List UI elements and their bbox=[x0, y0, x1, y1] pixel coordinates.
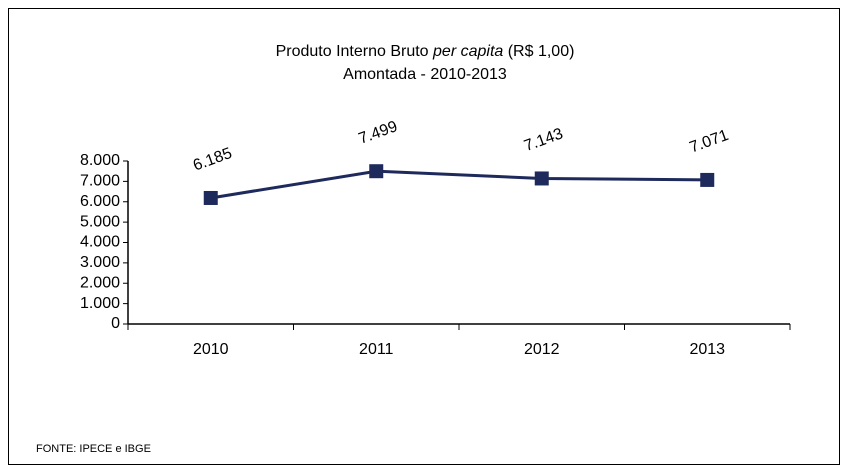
y-tick-label: 7.000 bbox=[80, 173, 120, 190]
y-tick-label: 1.000 bbox=[80, 295, 120, 312]
chart-title: Produto Interno Bruto per capita (R$ 1,0… bbox=[276, 43, 575, 60]
y-tick-label: 0 bbox=[111, 315, 120, 332]
y-tick-label: 6.000 bbox=[80, 193, 120, 210]
y-tick-label: 4.000 bbox=[80, 234, 120, 251]
x-tick-label: 2010 bbox=[193, 341, 229, 358]
title-part: (R$ 1,00) bbox=[503, 43, 574, 60]
marker bbox=[369, 164, 384, 179]
line bbox=[210, 169, 708, 200]
x-tick-label: 2012 bbox=[524, 341, 560, 358]
source-note: FONTE: IPECE e IBGE bbox=[36, 443, 151, 455]
marker bbox=[700, 172, 715, 187]
title-part: Produto Interno Bruto bbox=[276, 43, 433, 60]
x-tick-label: 2011 bbox=[359, 341, 394, 358]
title-part: per capita bbox=[432, 43, 503, 60]
x-tick-label: 2013 bbox=[689, 341, 725, 358]
marker bbox=[203, 190, 218, 205]
marker bbox=[534, 171, 549, 186]
chart-subtitle: Amontada - 2010-2013 bbox=[343, 66, 507, 83]
y-tick-label: 8.000 bbox=[80, 152, 120, 169]
y-tick-label: 2.000 bbox=[80, 274, 120, 291]
y-tick-label: 3.000 bbox=[80, 254, 120, 271]
chart-frame bbox=[8, 8, 840, 465]
y-tick-label: 5.000 bbox=[80, 213, 120, 230]
